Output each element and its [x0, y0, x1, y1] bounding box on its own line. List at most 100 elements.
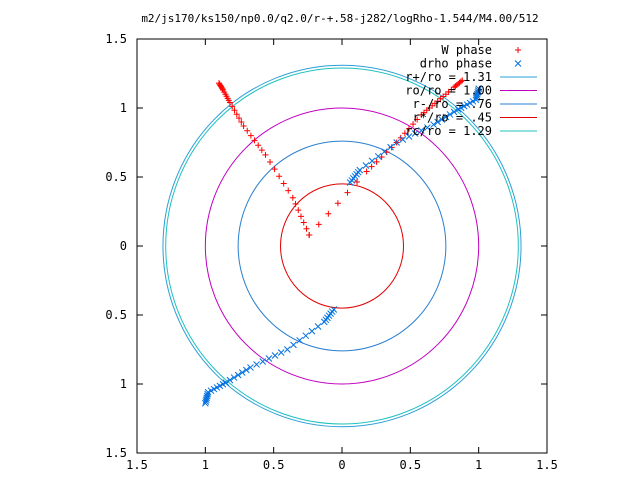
series-1-arm-1-point-16: [259, 358, 267, 365]
series-0-arm-1-point-17: [414, 116, 421, 123]
series-1-arm-1-point-21: [234, 371, 242, 379]
series-0-arm-0-point-23: [229, 103, 236, 110]
series-0-arm-0-point-18: [240, 122, 247, 129]
series-0-arm-1-point-3: [334, 200, 341, 207]
series-1-arm-1-point-35: [202, 398, 210, 405]
circle-2: [237, 140, 447, 352]
series-1-arm-0-point-35: [474, 87, 482, 94]
series-1-arm-1-point-23: [226, 376, 234, 384]
series-0-arm-0-point-15: [251, 137, 258, 144]
series-1-arm-1-point-10: [296, 336, 303, 344]
series-1-arm-0-point-14: [405, 133, 413, 140]
legend-label-4: r-/ro = .76: [413, 97, 492, 111]
series-0-arm-0-point-9: [276, 173, 283, 180]
series-1-arm-0-point-18: [430, 121, 437, 128]
series-0-arm-0-point-6: [289, 194, 296, 201]
point-layer: [201, 77, 483, 407]
series-1-arm-0-point-7: [362, 162, 370, 169]
series-0-arm-0-point-5: [292, 200, 299, 207]
series-1-arm-1-point-22: [230, 374, 238, 381]
series-0-arm-0-point-16: [247, 132, 254, 139]
x-tick-label-2: 0.5: [263, 458, 285, 472]
legend-marker-1: [514, 60, 522, 67]
series-1-arm-1-point-13: [277, 349, 285, 356]
x-tick-label-4: 0.5: [399, 458, 421, 472]
legend-label-5: r*/ro = .45: [413, 111, 492, 125]
series-0-arm-1-point-0: [306, 231, 313, 238]
series-0-arm-0-point-36: [216, 80, 222, 87]
series-1-arm-1-point-12: [283, 346, 291, 353]
series-0-arm-0-point-2: [300, 219, 307, 226]
series-0-arm-1-point-6: [363, 168, 370, 175]
series-0-arm-0-point-20: [236, 115, 243, 122]
series-1-arm-0-point-6: [356, 166, 364, 174]
series-1-arm-0-point-15: [411, 130, 419, 137]
legend-label-2: r+/ro = 1.31: [405, 70, 492, 84]
x-tick-label-1: 1: [202, 458, 209, 472]
series-1-arm-0-point-11: [387, 143, 394, 151]
x-tick-label-5: 1: [475, 458, 482, 472]
circle-0: [162, 64, 522, 428]
series-0-arm-1-point-5: [354, 179, 361, 186]
series-0-arm-0-point-35: [216, 81, 223, 88]
legend-label-0: W phase: [441, 43, 492, 57]
series-1-arm-1-point-8: [308, 327, 316, 335]
series-1-arm-1-point-9: [302, 332, 310, 340]
series-1-arm-1-point-6: [320, 318, 328, 326]
series-0-arm-1-point-36: [459, 77, 466, 84]
series-0-arm-1-point-2: [325, 210, 332, 217]
series-0-arm-0-point-13: [258, 147, 265, 154]
y-tick-label-3: 0: [120, 239, 127, 253]
series-1-arm-1-point-20: [238, 369, 246, 376]
legend-label-6: rc/ro = 1.29: [405, 124, 492, 138]
series-0-arm-1-point-8: [373, 158, 380, 165]
series-0-arm-0-point-11: [267, 159, 274, 166]
series-0-arm-0-point-21: [233, 111, 240, 118]
series-1-arm-0-point-20: [438, 116, 446, 123]
series-0-arm-0-point-7: [285, 187, 292, 194]
series-0-arm-1-point-1: [315, 221, 322, 228]
series-0-arm-1-point-15: [405, 125, 412, 132]
x-tick-label-0: 1.5: [126, 458, 148, 472]
legend-marker-0: [515, 47, 521, 53]
circle-1: [204, 107, 480, 385]
series-1-arm-1-point-7: [314, 323, 322, 330]
legend-label-1: drho phase: [420, 57, 492, 71]
series-0-arm-1-point-9: [378, 153, 385, 160]
series-1-arm-0-point-23: [450, 108, 458, 116]
series-0-arm-1-point-7: [368, 163, 375, 170]
series-1-arm-1-point-14: [271, 352, 279, 359]
x-tick-label-3: 0: [338, 458, 345, 472]
series-1-arm-0-point-17: [424, 124, 431, 131]
tick-layer: 1.5 1 0.5 0 0.5 1 1.51.510.500.511.5: [105, 32, 558, 472]
series-1-arm-0-point-21: [442, 113, 450, 121]
series-1-arm-0-point-12: [393, 139, 401, 146]
y-tick-label-6: 1.5: [105, 32, 127, 46]
series-1-arm-1-point-15: [265, 355, 273, 362]
series-1-arm-0-point-19: [434, 118, 442, 126]
series-0-arm-0-point-14: [255, 142, 262, 149]
legend-label-3: ro/ro = 1.00: [405, 84, 492, 98]
series-1-arm-0-point-22: [446, 111, 454, 118]
series-0-arm-0-point-12: [262, 151, 269, 158]
circle-4: [165, 67, 519, 425]
circle-3: [280, 183, 404, 309]
series-0-arm-1-point-16: [410, 121, 417, 128]
y-tick-label-5: 1: [120, 101, 127, 115]
y-tick-label-4: 0.5: [105, 170, 127, 184]
series-0-arm-0-point-1: [303, 225, 310, 232]
series-1-arm-0-point-9: [374, 152, 382, 160]
series-0-arm-1-point-14: [401, 130, 408, 137]
series-1-arm-0-point-8: [368, 157, 376, 165]
series-1-arm-1-point-11: [290, 341, 297, 349]
series-1-arm-0-point-16: [417, 127, 425, 134]
chart-title: m2/js170/ks150/np0.0/q2.0/r-+.58-j282/lo…: [141, 12, 538, 25]
series-1-arm-1-point-36: [201, 399, 209, 407]
y-tick-label-2: 0.5: [105, 308, 127, 322]
series-0-arm-1-point-4: [344, 189, 351, 196]
series-1-arm-1-point-18: [247, 364, 254, 371]
x-tick-label-6: 1.5: [536, 458, 558, 472]
series-1-arm-0-point-13: [399, 136, 407, 143]
